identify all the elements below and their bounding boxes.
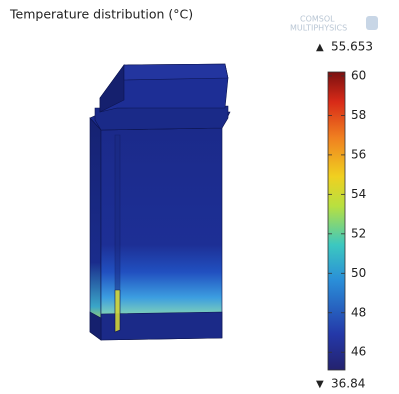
logo-text: COMSOL	[300, 15, 335, 24]
tick-label: 56	[351, 147, 366, 161]
tick-label: 52	[351, 226, 366, 240]
min-marker: ▼	[316, 379, 324, 390]
max-marker: ▲	[316, 42, 324, 53]
tick-label: 54	[351, 187, 366, 201]
tick-label: 60	[351, 68, 366, 82]
tick-label: 48	[351, 305, 366, 319]
screenshot: Temperature distribution (°C) COMSOL MUL…	[0, 0, 399, 394]
logo-icon	[366, 16, 378, 30]
max-label: 55.653	[331, 40, 373, 54]
logo-text: MULTIPHYSICS	[290, 24, 347, 33]
tick-label: 50	[351, 266, 366, 280]
battery-model	[90, 64, 230, 340]
colorbar	[328, 72, 345, 370]
tick-label: 58	[351, 108, 366, 122]
min-label: 36.84	[331, 377, 365, 391]
tick-label: 46	[351, 345, 366, 359]
title: Temperature distribution (°C)	[9, 7, 193, 22]
logo: COMSOL MULTIPHYSICS	[290, 15, 378, 33]
